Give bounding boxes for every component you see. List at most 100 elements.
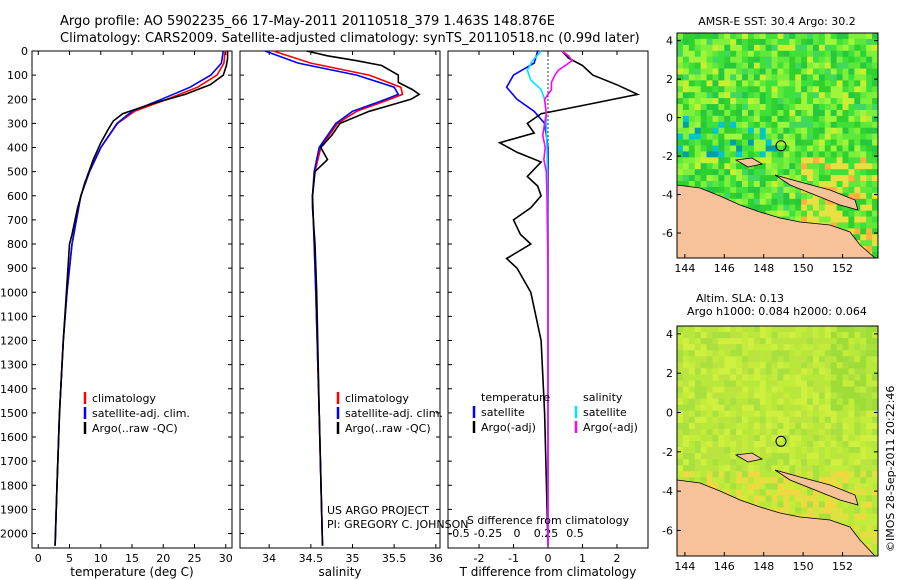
heatmap-cell <box>807 38 814 46</box>
heatmap-cell <box>866 441 873 448</box>
heatmap-cell <box>712 441 719 448</box>
heatmap-cell <box>718 98 725 105</box>
heatmap-cell <box>866 204 873 212</box>
heatmap-cell <box>830 392 838 400</box>
heatmap-cell <box>759 80 767 87</box>
heatmap-cell <box>765 33 772 40</box>
heatmap-cell <box>718 104 725 111</box>
heatmap-cell <box>795 501 802 508</box>
heatmap-cell <box>807 210 814 217</box>
heatmap-cell <box>872 74 878 81</box>
heatmap-cell <box>677 332 684 339</box>
heatmap-cell <box>694 104 702 111</box>
heatmap-cell <box>777 127 784 135</box>
heatmap-cell <box>836 465 843 472</box>
sla-land-mass <box>677 479 876 556</box>
heatmap-cell <box>795 428 802 436</box>
heatmap-cell <box>836 471 843 478</box>
heatmap-cell <box>700 326 707 333</box>
heatmap-cell <box>706 151 713 158</box>
heatmap-cell <box>860 380 867 387</box>
heatmap-cell <box>742 483 749 490</box>
heatmap-cell <box>777 332 784 339</box>
heatmap-cell <box>789 356 796 363</box>
heatmap-cell <box>818 109 826 117</box>
heatmap-cell <box>854 198 861 206</box>
heatmap-cell <box>783 169 790 176</box>
heatmap-cell <box>824 356 832 363</box>
heatmap-cell <box>801 68 808 75</box>
heatmap-cell <box>688 386 696 393</box>
heatmap-cell <box>818 362 826 369</box>
heatmap-cell <box>783 62 790 69</box>
heatmap-cell <box>747 422 755 430</box>
heatmap-cell <box>872 338 878 345</box>
heatmap-cell <box>830 416 838 424</box>
heatmap-cell <box>795 198 802 206</box>
heatmap-cell <box>747 477 755 484</box>
heatmap-cell <box>747 151 755 158</box>
heatmap-cell <box>801 169 808 176</box>
heatmap-cell <box>688 416 696 424</box>
heatmap-cell <box>747 489 755 496</box>
heatmap-cell <box>866 74 873 81</box>
heatmap-cell <box>854 44 861 52</box>
heatmap-cell <box>789 483 796 490</box>
heatmap-cell <box>771 163 778 170</box>
heatmap-cell <box>848 489 855 496</box>
heatmap-cell <box>742 471 749 478</box>
heatmap-cell <box>854 74 861 81</box>
heatmap-cell <box>724 74 731 81</box>
heatmap-cell <box>789 192 796 200</box>
heatmap-cell <box>682 151 690 158</box>
heatmap-cell <box>842 104 849 111</box>
heatmap-cell <box>747 344 755 351</box>
heatmap-cell <box>747 38 755 46</box>
heatmap-cell <box>836 356 843 363</box>
heatmap-cell <box>830 151 838 158</box>
heatmap-cell <box>771 133 778 140</box>
heatmap-cell <box>807 192 814 200</box>
y-tick-label: 200 <box>7 93 28 106</box>
heatmap-cell <box>700 169 707 176</box>
heatmap-cell <box>783 459 790 466</box>
heatmap-cell <box>765 139 772 146</box>
heatmap-cell <box>860 104 867 111</box>
heatmap-cell <box>753 332 761 339</box>
heatmap-cell <box>830 38 838 46</box>
depth-axis: 0100200300400500600700800900100011001200… <box>0 45 452 541</box>
heatmap-cell <box>807 495 814 502</box>
heatmap-cell <box>736 368 743 375</box>
heatmap-cell <box>854 181 861 188</box>
heatmap-cell <box>759 175 767 182</box>
heatmap-cell <box>830 186 838 194</box>
heatmap-cell <box>783 338 790 345</box>
heatmap-cell <box>694 44 702 52</box>
heatmap-cell <box>777 109 784 117</box>
heatmap-cell <box>854 121 861 129</box>
map-y-tick-label: 4 <box>666 328 673 341</box>
heatmap-cell <box>860 392 867 400</box>
heatmap-cell <box>742 92 749 99</box>
heatmap-cell <box>718 477 725 484</box>
heatmap-cell <box>795 151 802 158</box>
salinity-x-axis: 34 34.5 35 35.5 36 <box>262 51 443 565</box>
heatmap-cell <box>694 404 702 412</box>
heatmap-cell <box>730 169 737 176</box>
heatmap-cell <box>842 483 849 490</box>
heatmap-cell <box>718 380 725 387</box>
heatmap-cell <box>771 428 778 436</box>
heatmap-cell <box>807 447 814 454</box>
heatmap-cell <box>830 374 838 381</box>
heatmap-cell <box>842 109 849 117</box>
heatmap-cell <box>807 198 814 206</box>
heatmap-cell <box>724 127 731 135</box>
heatmap-cell <box>872 33 878 40</box>
heatmap-cell <box>724 489 731 496</box>
heatmap-cell <box>854 133 861 140</box>
heatmap-cell <box>783 115 790 123</box>
heatmap-cell <box>747 326 755 333</box>
heatmap-cell <box>801 80 808 87</box>
heatmap-cell <box>854 234 861 241</box>
heatmap-cell <box>777 139 784 146</box>
